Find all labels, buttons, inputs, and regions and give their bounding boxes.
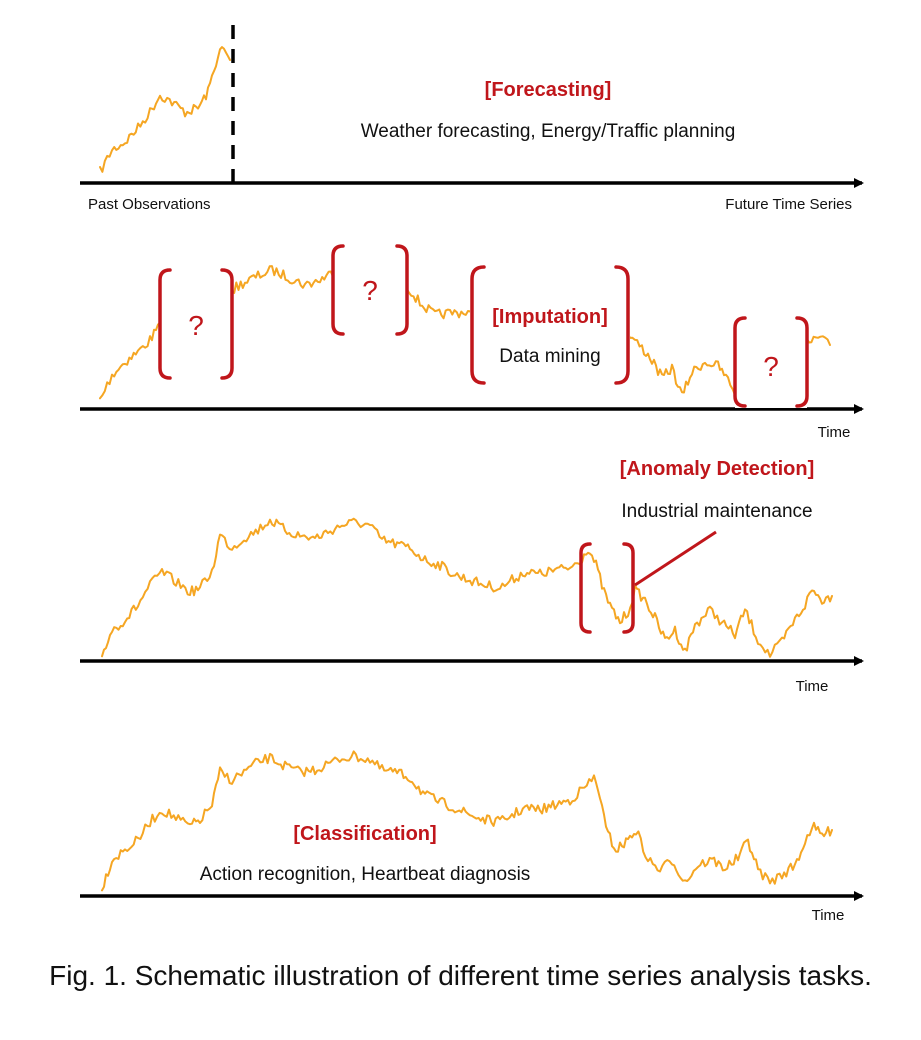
missing-gap-2: ? — [331, 244, 409, 336]
bracket — [579, 542, 592, 634]
anomaly-time-label: Time — [796, 678, 829, 695]
forecasting-description: Weather forecasting, Energy/Traffic plan… — [361, 121, 736, 142]
classification-time-label: Time — [812, 907, 845, 924]
figure-caption: Fig. 1. Schematic illustration of differ… — [49, 960, 872, 991]
forecast-series-line — [99, 46, 231, 173]
anomaly-panel: Time [Anomaly Detection] Industrial main… — [80, 458, 864, 695]
missing-gap-1: ? — [158, 268, 234, 380]
future-time-series-label: Future Time Series — [725, 196, 852, 213]
missing-value-marker: ? — [362, 275, 378, 306]
forecasting-panel: [Forecasting] Weather forecasting, Energ… — [80, 25, 864, 213]
bracket — [220, 268, 234, 380]
anomaly-pointer-line — [634, 530, 717, 587]
missing-gap-3: [Imputation] Data mining — [470, 265, 630, 385]
imputation-title: [Imputation] — [492, 306, 608, 328]
bracket — [470, 265, 486, 385]
bracket — [795, 316, 809, 408]
past-observations-label: Past Observations — [88, 196, 211, 213]
bracket — [395, 244, 409, 336]
classification-series-line — [101, 750, 833, 892]
bracket — [331, 244, 345, 336]
classification-title: [Classification] — [293, 823, 436, 845]
forecasting-title: [Forecasting] — [485, 79, 612, 101]
missing-gap-4: ? — [733, 316, 809, 408]
imputation-description: Data mining — [499, 346, 600, 367]
imputation-time-label: Time — [818, 424, 851, 441]
bracket — [614, 265, 630, 385]
bracket — [733, 316, 747, 408]
classification-panel: Time [Classification] Action recognition… — [80, 750, 864, 924]
anomaly-description: Industrial maintenance — [621, 501, 812, 522]
anomaly-title: [Anomaly Detection] — [620, 458, 814, 480]
bracket — [158, 268, 172, 380]
imputation-panel: Time ? ? [Imputation] Data mining — [80, 244, 864, 441]
missing-value-marker: ? — [188, 310, 204, 341]
bracket — [622, 542, 635, 634]
anomaly-series-line — [101, 517, 833, 658]
missing-value-marker: ? — [763, 351, 779, 382]
anomaly-highlight — [579, 530, 717, 634]
classification-description: Action recognition, Heartbeat diagnosis — [200, 864, 531, 885]
